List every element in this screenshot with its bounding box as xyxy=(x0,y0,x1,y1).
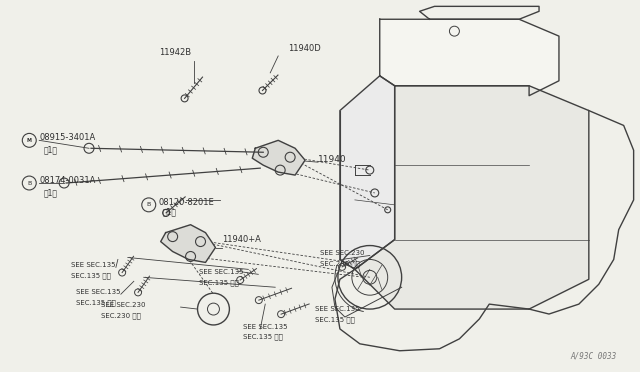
Text: A/93C 0033: A/93C 0033 xyxy=(570,352,617,361)
Text: 08174-0031A: 08174-0031A xyxy=(39,176,95,185)
Text: M: M xyxy=(27,138,32,143)
Text: 08120-8201E: 08120-8201E xyxy=(159,198,214,207)
Text: SEE SEC.230: SEE SEC.230 xyxy=(101,302,145,308)
Text: SEE SEC.135: SEE SEC.135 xyxy=(198,269,243,275)
Text: SEC.135 参照: SEC.135 参照 xyxy=(315,316,355,323)
Text: B: B xyxy=(147,202,151,207)
Text: SEC.230 参照: SEC.230 参照 xyxy=(320,260,360,267)
Text: SEE SEC.230: SEE SEC.230 xyxy=(320,250,365,256)
Text: 〈1〉: 〈1〉 xyxy=(44,145,57,154)
Text: 08915-3401A: 08915-3401A xyxy=(39,133,95,142)
Text: 〈1〉: 〈1〉 xyxy=(163,208,177,217)
Text: 11940+A: 11940+A xyxy=(223,235,261,244)
Polygon shape xyxy=(420,6,539,19)
Polygon shape xyxy=(252,140,305,175)
Text: 11942B: 11942B xyxy=(159,48,192,57)
Text: SEE SEC.135: SEE SEC.135 xyxy=(315,306,360,312)
Polygon shape xyxy=(161,225,216,262)
Text: SEE SEC.135: SEE SEC.135 xyxy=(243,324,288,330)
Text: SEC.135 参照: SEC.135 参照 xyxy=(71,272,111,279)
Text: B: B xyxy=(27,180,31,186)
Text: SEE SEC.135: SEE SEC.135 xyxy=(71,262,116,268)
Text: 〈1〉: 〈1〉 xyxy=(44,188,57,197)
Text: SEE SEC.135: SEE SEC.135 xyxy=(76,289,120,295)
Text: SEC.135 参照: SEC.135 参照 xyxy=(243,334,284,340)
Text: 11940D: 11940D xyxy=(288,44,321,53)
Text: SEC.135 参照: SEC.135 参照 xyxy=(76,299,116,306)
Text: SEC.230 参照: SEC.230 参照 xyxy=(101,312,141,319)
Text: 11940: 11940 xyxy=(318,155,347,164)
Text: SEC.135 参照: SEC.135 参照 xyxy=(198,279,239,286)
Polygon shape xyxy=(340,76,395,269)
Polygon shape xyxy=(380,19,559,96)
Polygon shape xyxy=(355,86,589,309)
